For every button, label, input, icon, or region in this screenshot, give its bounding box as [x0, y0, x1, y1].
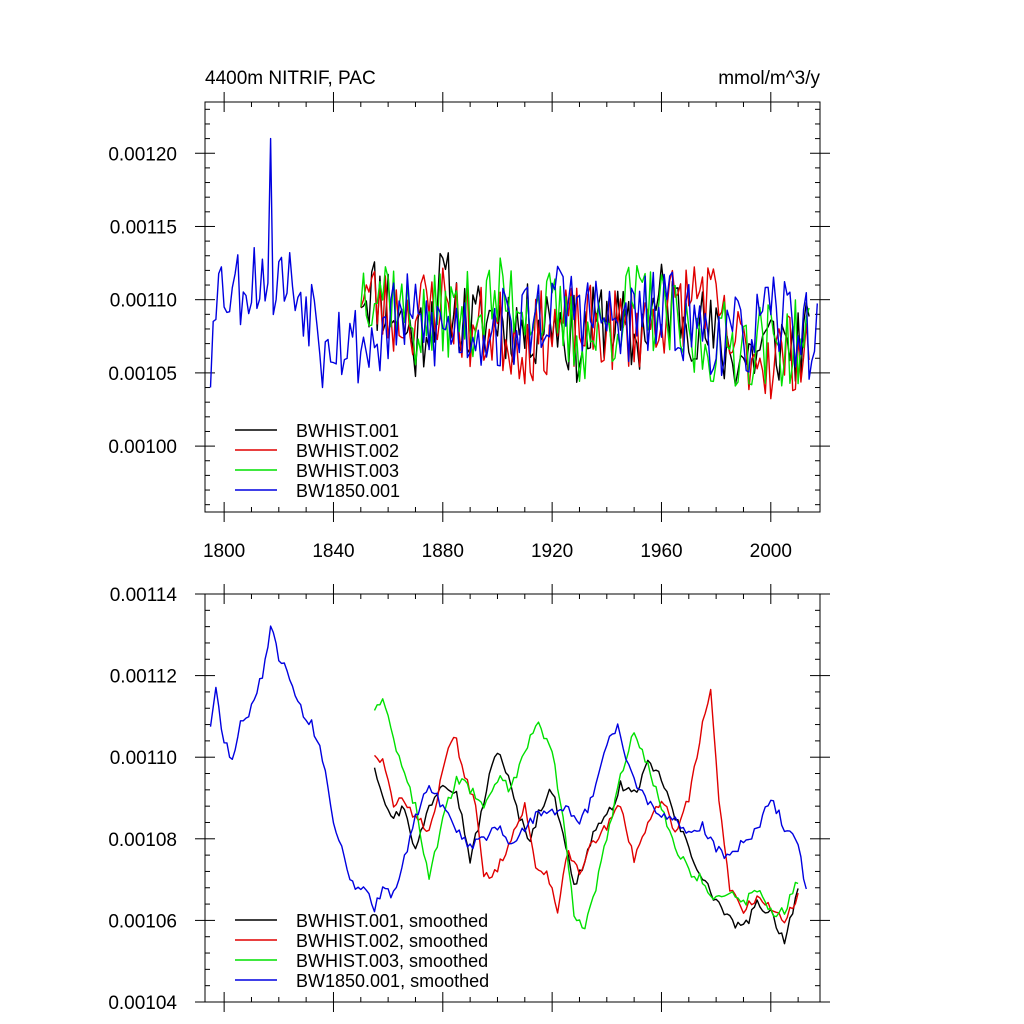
raw-panel: 1800 1840 1880 1920 1960 2000 0.00100 0.00105 0.… — [108, 68, 830, 562]
series-line-bwhist-003 — [360, 257, 810, 387]
legend-label: BWHIST.003 — [296, 461, 399, 481]
plot-frame — [204, 101, 821, 513]
y-tick-label: 0.00112 — [110, 667, 177, 688]
series-line-bw1850-001-smoothed — [209, 625, 807, 913]
legend-label: BWHIST.001 — [296, 421, 399, 441]
legend-label: BWHIST.002, smoothed — [296, 931, 488, 951]
x-tick-label: 1800 — [203, 541, 245, 562]
legend-label: BW1850.001, smoothed — [296, 971, 489, 991]
y-tick-label: 0.00100 — [108, 437, 177, 458]
y-tick-label: 0.00114 — [110, 585, 178, 606]
smoothed-panel: 0.00104 0.00106 0.00108 0.00110 0.00112 0.001… — [108, 584, 830, 1014]
chart-title-left: 4400m NITRIF, PAC — [205, 68, 376, 89]
x-tick-label: 1960 — [640, 541, 682, 562]
plot-frame — [204, 593, 821, 1003]
series-line-bw1850-001 — [209, 137, 818, 389]
y-tick-label: 0.00120 — [108, 144, 177, 165]
series-line-bwhist-002-smoothed — [373, 688, 799, 924]
y-tick-label: 0.00106 — [108, 911, 177, 932]
series-line-bwhist-002 — [360, 266, 810, 400]
y-tick-label: 0.00108 — [108, 830, 177, 851]
y-tick-label: 0.00104 — [108, 993, 177, 1014]
y-tick-label: 0.00105 — [108, 364, 177, 385]
x-tick-label: 1880 — [422, 541, 464, 562]
x-tick-label: 1920 — [531, 541, 573, 562]
series-line-bwhist-003-smoothed — [373, 698, 799, 930]
y-tick-label: 0.00110 — [110, 748, 177, 769]
legend-label: BW1850.001 — [296, 481, 400, 501]
legend-label: BWHIST.001, smoothed — [296, 911, 488, 931]
legend-label: BWHIST.002 — [296, 441, 399, 461]
legend-label: BWHIST.003, smoothed — [296, 951, 488, 971]
y-tick-label: 0.00110 — [110, 291, 177, 312]
x-tick-label: 1840 — [312, 541, 354, 562]
chart-units-label: mmol/m^3/y — [718, 68, 820, 89]
y-tick-label: 0.00115 — [110, 217, 177, 238]
x-tick-label: 2000 — [750, 541, 792, 562]
